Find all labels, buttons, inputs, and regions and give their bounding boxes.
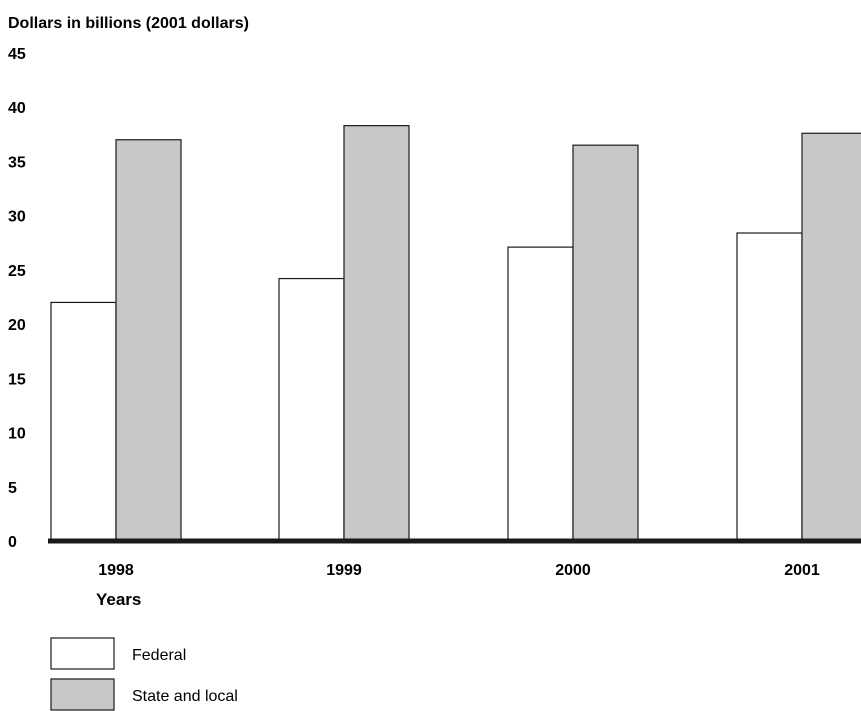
bar-federal-2001 bbox=[736, 232, 803, 542]
y-axis-label: Dollars in billions (2001 dollars) bbox=[8, 15, 249, 32]
legend: Federal State and local bbox=[50, 637, 238, 711]
x-tick-label: 2000 bbox=[555, 562, 591, 579]
bar-federal-2000 bbox=[507, 246, 574, 542]
y-tick-label: 10 bbox=[8, 426, 26, 443]
bar-state-and-local-1998 bbox=[115, 139, 182, 542]
y-tick-labels: 0 5 10 15 20 25 30 35 40 45 bbox=[8, 46, 26, 551]
bar-federal-1999 bbox=[278, 277, 345, 542]
x-tick-labels: 1998 1999 2000 2001 bbox=[98, 562, 820, 579]
legend-swatch-federal bbox=[50, 637, 115, 670]
y-tick-label: 45 bbox=[8, 46, 26, 63]
y-tick-label: 30 bbox=[8, 209, 26, 226]
bar-federal-1998 bbox=[50, 301, 117, 542]
x-tick-label: 1999 bbox=[326, 562, 362, 579]
legend-label-federal: Federal bbox=[132, 647, 186, 664]
legend-label-state-and-local: State and local bbox=[132, 688, 238, 705]
x-tick-label: 2001 bbox=[784, 562, 820, 579]
legend-swatch-state-and-local bbox=[50, 678, 115, 711]
y-tick-label: 40 bbox=[8, 100, 26, 117]
x-tick-label: 1998 bbox=[98, 562, 134, 579]
y-tick-label: 0 bbox=[8, 534, 17, 551]
bar-state-and-local-2001 bbox=[801, 132, 861, 542]
y-tick-label: 15 bbox=[8, 371, 26, 388]
y-tick-label: 25 bbox=[8, 263, 26, 280]
y-tick-label: 20 bbox=[8, 317, 26, 334]
bars bbox=[50, 125, 861, 542]
x-axis-label: Years bbox=[96, 590, 141, 609]
y-tick-label: 5 bbox=[8, 480, 17, 497]
bar-state-and-local-2000 bbox=[572, 144, 639, 542]
y-tick-label: 35 bbox=[8, 154, 26, 171]
bar-state-and-local-1999 bbox=[343, 125, 410, 542]
